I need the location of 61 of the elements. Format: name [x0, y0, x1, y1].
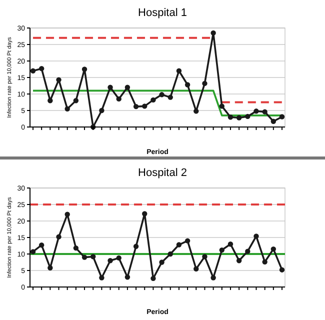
point: [90, 254, 96, 260]
point: [279, 114, 285, 120]
point: [73, 98, 79, 104]
point: [64, 106, 70, 112]
point: [133, 104, 139, 110]
point: [133, 244, 139, 250]
point: [176, 68, 182, 74]
point: [184, 82, 190, 88]
chart-title: Hospital 1: [138, 7, 187, 19]
point: [150, 276, 156, 282]
point: [184, 238, 190, 244]
point: [236, 115, 242, 120]
point: [202, 254, 208, 260]
point: [116, 96, 122, 102]
point: [124, 274, 130, 280]
point: [142, 211, 148, 216]
point: [124, 84, 130, 90]
point: [38, 242, 44, 248]
point: [99, 108, 104, 114]
point: [142, 104, 148, 109]
point: [38, 66, 44, 72]
point: [270, 246, 276, 252]
point: [168, 251, 173, 257]
point: [48, 98, 53, 104]
chart-title: Hospital 2: [138, 167, 187, 179]
point: [116, 255, 122, 261]
point: [108, 258, 113, 264]
point: [262, 259, 268, 265]
point: [48, 265, 53, 270]
point: [254, 234, 259, 239]
point: [219, 247, 224, 253]
point: [176, 242, 182, 248]
point: [194, 108, 199, 114]
point: [254, 108, 259, 114]
point: [56, 77, 62, 82]
point: [159, 92, 164, 98]
point: [270, 118, 276, 124]
point: [210, 30, 216, 36]
point: [194, 266, 199, 272]
point: [168, 94, 173, 100]
point: [279, 267, 285, 272]
point: [108, 84, 113, 90]
point: [30, 249, 36, 254]
point: [245, 114, 250, 120]
point: [202, 80, 208, 86]
point: [210, 275, 216, 280]
point: [64, 212, 70, 217]
point: [73, 245, 79, 251]
point: [262, 109, 268, 114]
point: [99, 275, 104, 280]
point: [228, 114, 234, 120]
point: [150, 97, 156, 103]
point: [236, 258, 242, 264]
point: [245, 248, 250, 254]
point: [30, 68, 36, 74]
point: [159, 260, 164, 265]
point: [219, 104, 224, 109]
point: [82, 66, 88, 72]
point: [82, 254, 88, 260]
point: [228, 242, 234, 247]
point: [56, 234, 62, 240]
